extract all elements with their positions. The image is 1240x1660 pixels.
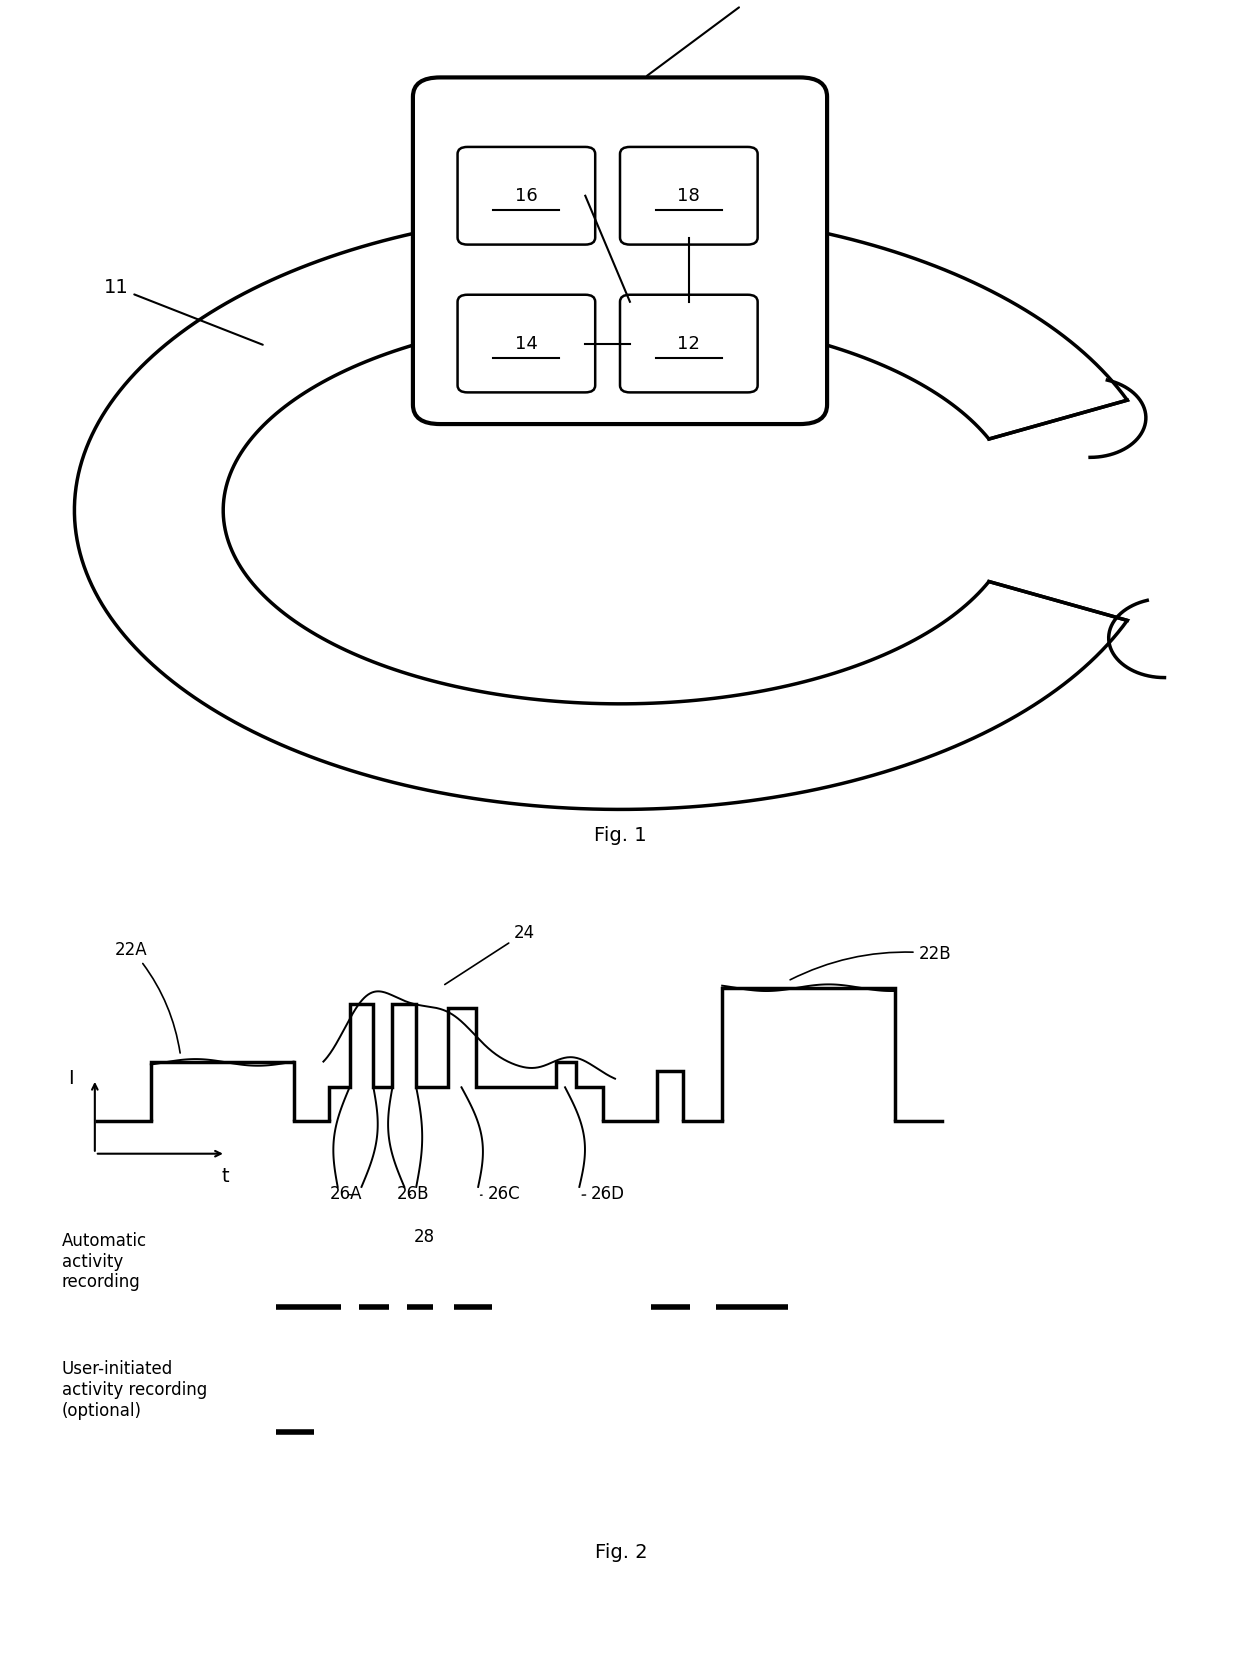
Text: 24: 24: [445, 925, 534, 984]
Text: 22A: 22A: [115, 941, 180, 1052]
FancyBboxPatch shape: [413, 78, 827, 423]
Text: 16: 16: [515, 188, 538, 204]
Polygon shape: [74, 211, 1127, 810]
Text: 22B: 22B: [790, 945, 951, 979]
Text: 28: 28: [414, 1228, 435, 1245]
FancyBboxPatch shape: [458, 148, 595, 244]
Text: Automatic
activity
recording: Automatic activity recording: [62, 1232, 146, 1291]
Text: 26B: 26B: [397, 1185, 430, 1204]
FancyBboxPatch shape: [620, 295, 758, 392]
Text: I: I: [68, 1069, 74, 1089]
Text: 14: 14: [515, 335, 538, 352]
Text: User-initiated
activity recording
(optional): User-initiated activity recording (optio…: [62, 1361, 207, 1419]
Text: t: t: [222, 1167, 229, 1187]
Text: Fig. 1: Fig. 1: [594, 827, 646, 845]
Text: 12: 12: [677, 335, 701, 352]
Text: 11: 11: [104, 277, 263, 345]
Text: 26C: 26C: [481, 1185, 521, 1204]
Text: Fig. 2: Fig. 2: [595, 1542, 647, 1562]
Text: 26A: 26A: [330, 1185, 362, 1204]
Text: 26D: 26D: [582, 1185, 625, 1204]
FancyBboxPatch shape: [620, 148, 758, 244]
Text: 18: 18: [677, 188, 701, 204]
Text: 10: 10: [647, 0, 769, 76]
FancyBboxPatch shape: [458, 295, 595, 392]
